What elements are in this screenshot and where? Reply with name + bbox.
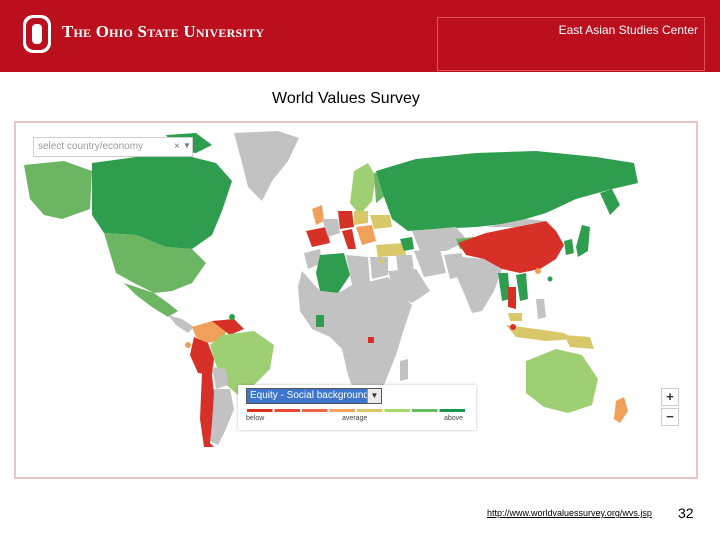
source-link[interactable]: http://www.worldvaluessurvey.org/wvs.jsp xyxy=(487,508,652,518)
country-balkans xyxy=(356,225,376,245)
legend-below-label: below xyxy=(246,415,265,422)
country-new-zealand xyxy=(614,397,628,423)
country-china xyxy=(458,221,564,273)
marker-hong-kong xyxy=(535,268,541,274)
country-libya xyxy=(346,255,370,285)
country-uk xyxy=(312,205,324,225)
marker-ecuador xyxy=(185,342,191,348)
legend-color-scale xyxy=(247,409,465,412)
country-chile xyxy=(200,373,214,447)
country-australia xyxy=(526,349,598,413)
country-poland xyxy=(354,211,368,225)
country-germany xyxy=(338,211,354,229)
country-indonesia xyxy=(506,325,574,341)
zoom-in-button[interactable]: + xyxy=(661,388,679,406)
legend-swatch xyxy=(412,409,438,412)
country-canada xyxy=(92,153,232,249)
world-values-map[interactable]: select country/economy × ▼ Equity - Soci… xyxy=(14,121,698,479)
country-iraq xyxy=(396,255,414,273)
marker-singapore xyxy=(510,324,516,330)
country-nigeria xyxy=(328,313,344,329)
country-myanmar xyxy=(498,273,510,301)
country-algeria xyxy=(316,253,350,293)
country-usa xyxy=(104,233,206,293)
country-rwanda xyxy=(368,337,374,343)
region-central-america xyxy=(168,315,194,333)
country-ghana xyxy=(316,315,324,327)
slide-title: World Values Survey xyxy=(272,90,420,107)
legend-swatch xyxy=(357,409,383,412)
country-select[interactable]: select country/economy × ▼ xyxy=(33,137,193,157)
region-africa xyxy=(298,271,412,401)
center-name: East Asian Studies Center xyxy=(558,23,698,37)
measure-select[interactable]: Equity - Social background ▼ xyxy=(246,388,382,404)
legend-swatch xyxy=(274,409,300,412)
legend-average-label: average xyxy=(342,415,368,422)
country-madagascar xyxy=(400,359,408,381)
caret-down-icon[interactable]: ▼ xyxy=(183,141,191,150)
close-icon[interactable]: × xyxy=(174,141,180,152)
marker-cyprus xyxy=(379,258,385,264)
country-caucasus xyxy=(400,237,414,251)
country-alaska xyxy=(24,161,92,219)
legend-swatch xyxy=(384,409,410,412)
country-saudi-arabia xyxy=(388,269,430,303)
country-russia xyxy=(376,151,638,231)
university-wordmark: The Ohio State University xyxy=(62,22,265,41)
country-venezuela xyxy=(212,319,244,335)
legend-panel: Equity - Social background ▼ below avera… xyxy=(238,385,476,430)
country-south-korea xyxy=(564,239,574,255)
legend-swatch xyxy=(247,409,273,412)
country-india xyxy=(456,257,502,313)
country-ukraine xyxy=(370,215,392,229)
country-egypt xyxy=(370,257,388,279)
country-iran xyxy=(414,249,446,277)
country-morocco xyxy=(304,249,322,269)
country-spain xyxy=(306,227,330,247)
country-vietnam xyxy=(516,273,528,301)
marker-taiwan xyxy=(547,276,553,282)
measure-select-value: Equity - Social background xyxy=(250,390,369,401)
country-peru xyxy=(190,337,214,375)
country-mongolia xyxy=(486,219,546,227)
osu-block-o-logo xyxy=(23,15,51,53)
country-turkey xyxy=(376,243,406,257)
country-new-guinea xyxy=(564,335,594,349)
legend-swatch xyxy=(439,409,465,412)
center-name-box xyxy=(437,17,705,71)
country-thailand xyxy=(508,287,516,309)
country-russia-east xyxy=(600,189,620,215)
zoom-out-button[interactable]: − xyxy=(661,408,679,426)
country-italy xyxy=(342,229,356,249)
country-france xyxy=(322,219,340,237)
country-malaysia xyxy=(508,313,522,321)
country-kazakhstan xyxy=(412,227,468,251)
legend-swatch xyxy=(302,409,328,412)
legend-above-label: above xyxy=(444,415,464,422)
page-number: 32 xyxy=(678,505,694,521)
marker-trinidad xyxy=(229,314,235,320)
country-mexico xyxy=(124,283,178,317)
country-bolivia xyxy=(212,367,228,389)
country-japan xyxy=(576,225,590,257)
country-norway-sweden xyxy=(350,163,376,215)
country-argentina xyxy=(210,389,234,445)
legend-swatch xyxy=(329,409,355,412)
country-philippines xyxy=(536,299,546,319)
chevron-down-icon[interactable]: ▼ xyxy=(367,389,381,403)
header-banner: The Ohio State University East Asian Stu… xyxy=(0,0,720,72)
country-select-placeholder: select country/economy xyxy=(38,141,144,152)
country-greenland xyxy=(234,131,299,201)
world-map[interactable] xyxy=(16,123,696,477)
